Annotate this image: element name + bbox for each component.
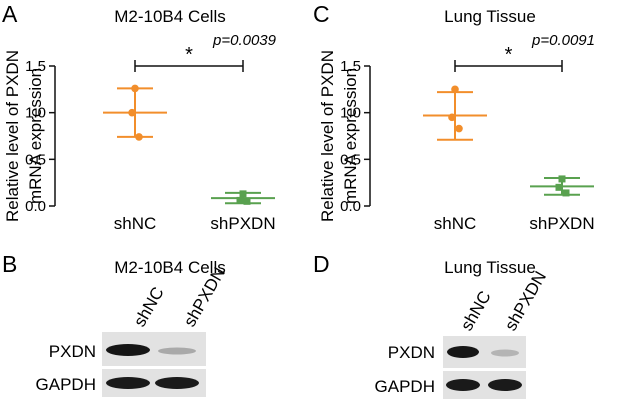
blot-d-row-pxdn: PXDN xyxy=(388,343,435,362)
chart-a-title: M2-10B4 Cells xyxy=(114,7,226,26)
blot-b-gapdh-band-shpxdn xyxy=(155,377,199,389)
chart-a-ytick-label: 1.0 xyxy=(25,105,46,122)
blot-d-gapdh-band-shnc xyxy=(446,379,480,391)
chart-c-ytick-label: 0.5 xyxy=(340,151,361,168)
blot-b-gapdh-band-shnc xyxy=(106,377,150,389)
chart-c-ylabel-line2: mRNA expression xyxy=(341,68,360,204)
blot-b-pxdn-band-shnc xyxy=(106,344,150,356)
chart-a-point-shpxdn xyxy=(239,190,247,198)
blot-b-row-gapdh: GAPDH xyxy=(36,375,96,394)
blot-d-lane-shnc: shNC xyxy=(457,288,495,334)
chart-a-point-shpxdn xyxy=(243,197,251,205)
chart-a-ytick-label: 0.0 xyxy=(25,198,46,215)
chart-c-ytick-label: 1.0 xyxy=(340,105,361,122)
blot-d-gapdh-band-shpxdn xyxy=(488,379,522,391)
chart-a-point-shnc xyxy=(131,84,139,93)
blot-d-pxdn-band-shpxdn xyxy=(491,349,519,357)
blot-panel-d: Lung Tissue shNC shPXDN PXDN GAPDH xyxy=(375,258,550,399)
blot-b-lane-shnc: shNC xyxy=(130,284,168,330)
blot-d-title: Lung Tissue xyxy=(444,258,536,277)
chart-a-point-shnc xyxy=(128,108,136,117)
blot-panel-b: M2-10B4 Cells shNC shPXDN PXDN GAPDH xyxy=(36,258,229,397)
chart-a-ytick-label: 1.5 xyxy=(25,58,46,75)
chart-c-sig-star: * xyxy=(505,44,513,66)
panel-letter-b: B xyxy=(2,251,17,277)
blot-b-row-pxdn: PXDN xyxy=(49,342,96,361)
chart-c-ytick-label: 0.0 xyxy=(340,198,361,215)
chart-c: Lung Tissue Relative level of PXDN mRNA ex… xyxy=(318,7,595,233)
blot-b-pxdn-band-shpxdn xyxy=(158,347,196,355)
blot-b-title: M2-10B4 Cells xyxy=(114,258,226,277)
chart-c-point-shnc xyxy=(451,85,459,94)
chart-c-pvalue: p=0.0091 xyxy=(531,32,595,49)
chart-c-point-shpxdn xyxy=(558,175,566,183)
chart-c-title: Lung Tissue xyxy=(444,7,536,26)
chart-a-xtick-label-shnc: shNC xyxy=(114,214,157,233)
chart-c-point-shpxdn xyxy=(555,183,563,191)
chart-a-point-shnc xyxy=(135,133,143,141)
blot-d-pxdn-band-shnc xyxy=(447,346,479,358)
chart-c-xtick-label-shpxdn: shPXDN xyxy=(529,214,594,233)
chart-a-ylabel-line2: mRNA expression xyxy=(26,68,45,204)
chart-c-ytick-label: 1.5 xyxy=(340,58,361,75)
chart-a-ylabel-line1: Relative level of PXDN xyxy=(3,50,22,222)
chart-c-xtick-label-shnc: shNC xyxy=(434,214,477,233)
chart-c-point-shnc xyxy=(448,113,456,122)
panel-letter-d: D xyxy=(313,251,330,277)
chart-a-point-shpxdn xyxy=(236,196,244,204)
chart-c-point-shpxdn xyxy=(562,189,570,197)
chart-a-sig-star: * xyxy=(185,44,193,66)
panel-letter-a: A xyxy=(2,1,18,27)
blot-d-lane-shpxdn: shPXDN xyxy=(501,268,550,334)
chart-a-ytick-label: 0.5 xyxy=(25,151,46,168)
chart-a-pvalue: p=0.0039 xyxy=(212,32,277,49)
chart-a-xtick-label-shpxdn: shPXDN xyxy=(210,214,275,233)
panel-letter-c: C xyxy=(313,1,330,27)
chart-a: M2-10B4 Cells Relative level of PXDN mRNA … xyxy=(3,7,277,233)
blot-d-row-gapdh: GAPDH xyxy=(375,377,435,396)
chart-c-point-shnc xyxy=(455,124,463,133)
chart-c-ylabel-line1: Relative level of PXDN xyxy=(318,50,337,222)
